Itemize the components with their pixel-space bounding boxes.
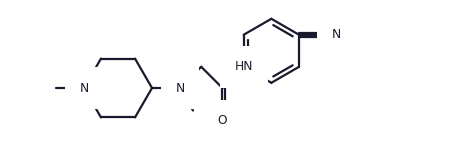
Text: HN: HN — [234, 60, 253, 73]
Text: N: N — [176, 81, 184, 94]
Text: N: N — [332, 28, 341, 41]
Text: N: N — [79, 81, 89, 94]
Text: O: O — [218, 114, 227, 127]
